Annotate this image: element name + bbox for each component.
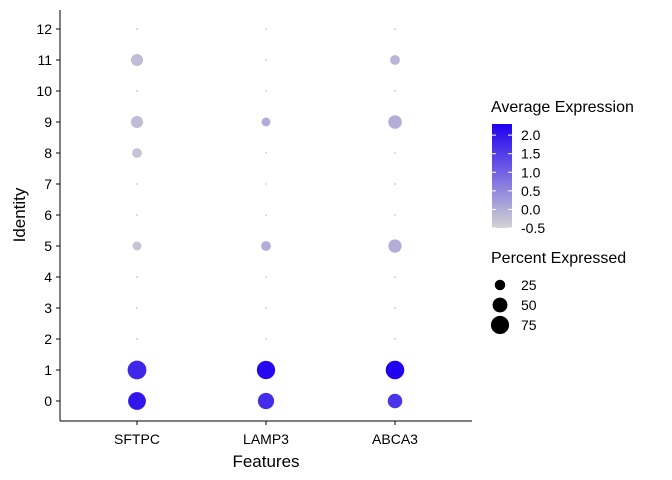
dot-point [265, 152, 267, 154]
dot-point [394, 152, 396, 154]
size-legend-label: 75 [521, 317, 537, 333]
y-tick-label: 3 [44, 300, 52, 316]
y-tick-label: 7 [44, 176, 52, 192]
dot-point [394, 214, 396, 216]
size-legend-dot [492, 297, 508, 313]
size-legend-title: Percent Expressed [491, 250, 626, 267]
x-tick-label: SFTPC [114, 431, 160, 447]
dot-point [265, 214, 267, 216]
x-tick-label: LAMP3 [243, 431, 289, 447]
y-tick-label: 11 [37, 52, 52, 68]
x-tick-label: ABCA3 [372, 431, 418, 447]
y-tick-label: 2 [44, 331, 52, 347]
dot-point [390, 55, 400, 65]
y-tick-label: 10 [36, 83, 52, 99]
dot-point [394, 28, 396, 30]
color-legend-title: Average Expression [491, 99, 634, 116]
dot-point [265, 183, 267, 185]
size-legend-label: 50 [521, 297, 537, 313]
dot-point [136, 338, 138, 340]
dot-point [394, 307, 396, 309]
size-legend-dot [494, 279, 506, 291]
dot-point [265, 307, 267, 309]
dot-point [136, 90, 138, 92]
size-legend: Percent Expressed 25 50 75 [490, 250, 626, 335]
x-axis-title: Features [232, 452, 299, 471]
dot-point [130, 115, 144, 129]
dot-point [136, 214, 138, 216]
color-legend-tick-label: 0.0 [521, 201, 541, 217]
y-tick-label: 8 [44, 145, 52, 161]
dot-point [128, 392, 146, 410]
dot-point [136, 28, 138, 30]
dot-point [387, 393, 403, 409]
y-tick-label: 0 [44, 393, 52, 409]
size-legend-items: 25 50 75 [490, 277, 537, 335]
dot-point [127, 360, 147, 380]
color-legend-tick-label: 2.0 [521, 127, 541, 143]
y-tick-label: 4 [44, 269, 52, 285]
dot-series [127, 28, 405, 410]
dot-point [388, 239, 402, 253]
dot-point [261, 241, 271, 251]
dot-point [394, 183, 396, 185]
y-tick-label: 5 [44, 238, 52, 254]
dot-point [136, 183, 138, 185]
dot-point [261, 117, 271, 127]
dot-point [132, 241, 142, 251]
dot-point [130, 53, 144, 67]
color-legend-tick-label: 1.5 [521, 146, 541, 162]
dot-point [388, 115, 402, 129]
dot-point [265, 59, 267, 61]
y-tick-label: 6 [44, 207, 52, 223]
y-tick-label: 9 [44, 114, 52, 130]
y-tick-label: 12 [36, 21, 52, 37]
dot-point [256, 360, 276, 380]
color-legend-tick-label: 0.5 [521, 183, 541, 199]
color-legend-tick-label: -0.5 [521, 220, 545, 236]
dot-point [265, 90, 267, 92]
dot-point [265, 28, 267, 30]
dot-point [385, 360, 405, 380]
size-legend-label: 25 [521, 277, 537, 293]
dot-point [136, 307, 138, 309]
color-legend-ticks: 2.0 1.5 1.0 0.5 0.0 -0.5 [492, 127, 545, 236]
dot-point [394, 90, 396, 92]
color-legend: Average Expression 2.0 1.5 1.0 0.5 0.0 -0.5 [491, 99, 634, 236]
dot-point [394, 276, 396, 278]
x-axis-ticks: SFTPC LAMP3 ABCA3 [114, 421, 418, 447]
color-legend-bar [492, 124, 512, 228]
dot-point [265, 276, 267, 278]
dot-point [257, 392, 275, 410]
color-legend-tick-label: 1.0 [521, 164, 541, 180]
dot-point [136, 276, 138, 278]
size-legend-dot [490, 315, 510, 335]
dot-point [132, 148, 142, 158]
y-axis-title: Identity [10, 187, 29, 242]
y-tick-label: 1 [44, 362, 52, 378]
dot-point [394, 338, 396, 340]
dot-point [265, 338, 267, 340]
